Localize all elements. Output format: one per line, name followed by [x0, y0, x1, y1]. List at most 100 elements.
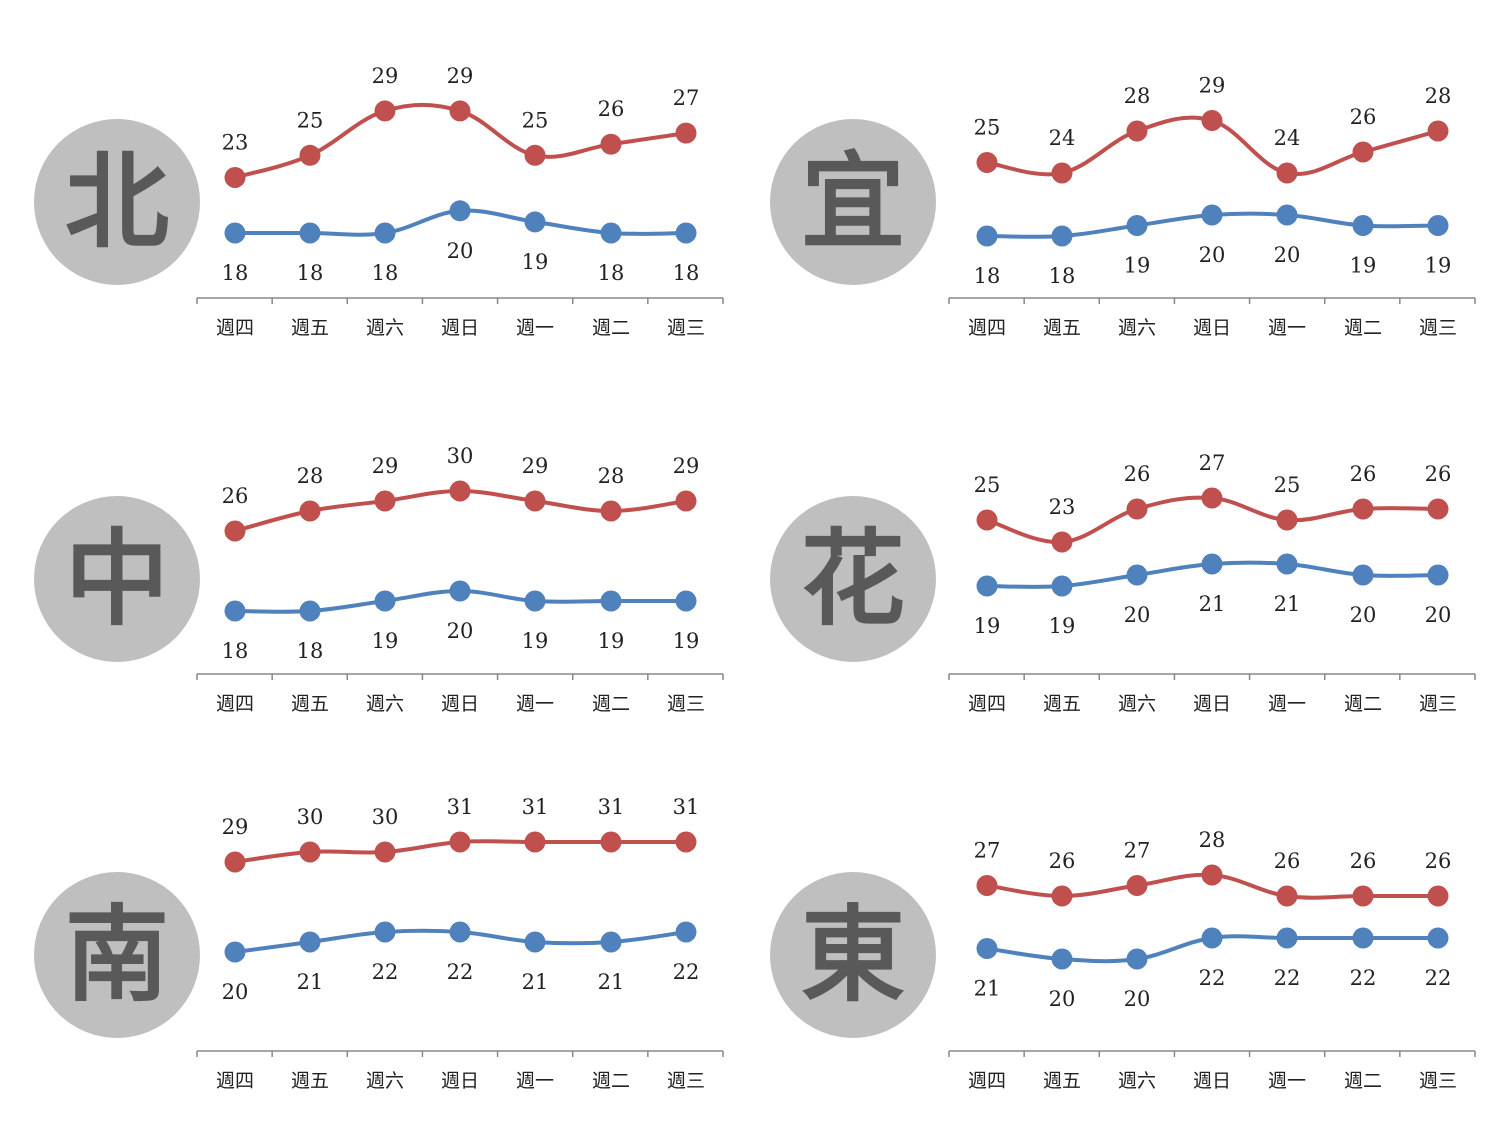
low-temp-point — [374, 222, 396, 244]
low-temp-point — [1276, 927, 1298, 949]
high-temp-label: 30 — [372, 805, 399, 829]
x-tick-label: 週日 — [441, 1070, 479, 1092]
x-tick-label: 週五 — [291, 317, 329, 339]
low-temp-label: 22 — [372, 960, 399, 984]
high-temp-label: 27 — [1124, 839, 1151, 863]
high-temp-label: 29 — [522, 454, 549, 478]
high-temp-point — [976, 875, 998, 896]
temperature-line-chart: 週四 週五 週六 週日 週一 週二 週三 23 25 29 29 25 26 27 18 18 18 20 19 18… — [196, 64, 724, 339]
low-temp-point — [449, 921, 471, 943]
high-temp-label: 26 — [1425, 462, 1452, 486]
high-temp-label: 26 — [1049, 849, 1076, 873]
low-temp-point — [976, 938, 998, 959]
low-temp-point — [524, 211, 546, 233]
high-temp-point — [299, 144, 321, 166]
low-temp-point — [675, 590, 697, 612]
low-temp-label: 18 — [372, 261, 399, 285]
low-temp-label: 20 — [1274, 243, 1301, 267]
high-temp-label: 26 — [1350, 462, 1377, 486]
low-temp-point — [524, 931, 546, 953]
high-temp-point — [976, 509, 998, 531]
region-label: 南 — [64, 894, 169, 1016]
low-temp-label: 19 — [1425, 254, 1452, 278]
low-temp-label: 19 — [522, 250, 549, 274]
x-tick-label: 週二 — [1344, 317, 1382, 339]
high-temp-point — [524, 490, 546, 512]
low-temp-label: 22 — [1350, 966, 1377, 990]
low-temp-label: 20 — [447, 619, 474, 643]
region-badge: 北 — [34, 119, 200, 285]
x-tick-label: 週五 — [1043, 1070, 1081, 1092]
low-temp-point — [524, 590, 546, 612]
high-temp-point — [976, 152, 998, 173]
x-tick-label: 週一 — [1268, 317, 1306, 339]
x-tick-label: 週日 — [441, 693, 479, 715]
high-temp-point — [1427, 885, 1449, 907]
low-temp-label: 20 — [1124, 603, 1151, 627]
low-temp-point — [374, 921, 396, 943]
low-temp-point — [1352, 927, 1374, 949]
low-temp-label: 19 — [598, 629, 625, 653]
low-temp-label: 21 — [522, 970, 549, 994]
high-temp-point — [600, 133, 622, 155]
high-temp-label: 25 — [974, 473, 1001, 497]
high-temp-point — [524, 831, 546, 853]
high-temp-point — [449, 480, 471, 502]
x-tick-label: 週三 — [667, 1070, 705, 1092]
low-temp-label: 20 — [1199, 243, 1226, 267]
temperature-line-chart: 週四 週五 週六 週日 週一 週二 週三 29 30 30 31 31 31 31 20 21 22 22 21 21… — [196, 795, 724, 1092]
x-tick-label: 週四 — [968, 1070, 1006, 1092]
low-temp-label: 19 — [1124, 254, 1151, 278]
high-temp-label: 29 — [1199, 74, 1226, 98]
low-temp-label: 22 — [1199, 966, 1226, 990]
low-temp-label: 18 — [297, 261, 324, 285]
low-temp-point — [224, 941, 246, 963]
low-temp-label: 21 — [974, 977, 1001, 1001]
region-panel: 中週四 週五 週六 週日 週一 週二 週三 26 28 29 30 29 28 29 18 18 19 20 19 1… — [0, 376, 740, 715]
low-temp-point — [675, 222, 697, 244]
low-temp-point — [1201, 927, 1223, 949]
temperature-line-chart: 週四 週五 週六 週日 週一 週二 週三 25 23 26 27 25 26 26 19 19 20 21 21 20… — [948, 451, 1476, 715]
x-tick-label: 週四 — [968, 317, 1006, 339]
high-temp-label: 30 — [447, 444, 474, 468]
region-panel: 宜週四 週五 週六 週日 週一 週二 週三 25 24 28 29 24 26 28 18 18 19 20 20 1… — [752, 0, 1492, 339]
high-temp-label: 29 — [673, 454, 700, 478]
low-temp-point — [1126, 564, 1148, 586]
x-tick-label: 週六 — [366, 1070, 404, 1092]
x-tick-label: 週二 — [1344, 693, 1382, 715]
high-temp-label: 31 — [522, 795, 549, 819]
high-temp-label: 27 — [673, 86, 700, 110]
low-temp-point — [1126, 948, 1148, 970]
high-temp-point — [1427, 498, 1449, 520]
high-temp-label: 27 — [974, 839, 1001, 863]
low-temp-label: 22 — [1274, 966, 1301, 990]
x-tick-label: 週六 — [366, 317, 404, 339]
low-temp-label: 21 — [1274, 592, 1301, 616]
low-temp-point — [299, 931, 321, 953]
x-tick-label: 週五 — [291, 693, 329, 715]
low-temp-point — [449, 580, 471, 602]
high-temp-label: 28 — [1124, 84, 1151, 108]
high-temp-label: 25 — [297, 108, 324, 132]
high-temp-label: 23 — [1049, 495, 1076, 519]
high-temp-point — [675, 831, 697, 853]
region-label: 北 — [64, 141, 169, 263]
high-temp-label: 23 — [222, 131, 249, 155]
high-temp-label: 31 — [673, 795, 700, 819]
high-temp-point — [224, 851, 246, 873]
high-temp-label: 25 — [522, 108, 549, 132]
region-panel: 南週四 週五 週六 週日 週一 週二 週三 29 30 30 31 31 31 31 20 21 22 22 21 2… — [0, 753, 740, 1092]
region-badge: 宜 — [770, 119, 936, 285]
x-tick-label: 週四 — [216, 317, 254, 339]
low-temp-point — [1201, 204, 1223, 226]
low-temp-label: 22 — [447, 960, 474, 984]
x-tick-label: 週六 — [366, 693, 404, 715]
low-temp-point — [600, 590, 622, 612]
high-temp-point — [1051, 885, 1073, 907]
x-tick-label: 週二 — [592, 1070, 630, 1092]
high-temp-point — [374, 490, 396, 512]
low-temp-label: 19 — [673, 629, 700, 653]
high-temp-point — [1352, 141, 1374, 163]
high-temp-point — [1276, 885, 1298, 907]
low-temp-label: 19 — [974, 614, 1001, 638]
